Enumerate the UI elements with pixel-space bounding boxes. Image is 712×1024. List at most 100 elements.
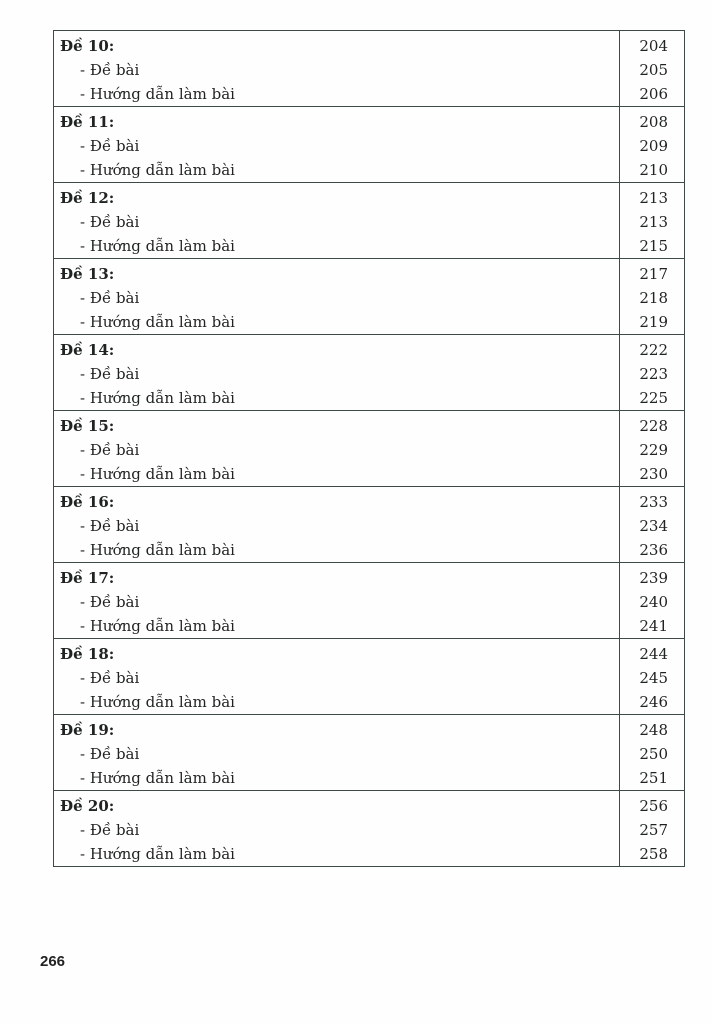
toc-page-number: 233 — [639, 493, 668, 511]
toc-group: Đề 19: - Đề bài - Hướng dẫn làm bài 248 250 2… — [54, 715, 684, 791]
toc-page-number: 234 — [639, 517, 668, 535]
toc-page-number: 222 — [639, 341, 668, 359]
toc-section-title: Đề 12: — [60, 189, 115, 207]
toc-item-label: - Hướng dẫn làm bài — [80, 465, 235, 483]
toc-page-number: 208 — [639, 113, 668, 131]
toc-item-label: - Hướng dẫn làm bài — [80, 541, 235, 559]
toc-item-label: - Hướng dẫn làm bài — [80, 617, 235, 635]
toc-page-number: 256 — [639, 797, 668, 815]
toc-group: Đề 15: - Đề bài - Hướng dẫn làm bài 228 229 2… — [54, 411, 684, 487]
toc-page-number: 219 — [639, 313, 668, 331]
toc-group: Đề 20: - Đề bài - Hướng dẫn làm bài 256 257 2… — [54, 791, 684, 867]
toc-item-label: - Hướng dẫn làm bài — [80, 161, 235, 179]
toc-pages: 256 257 258 — [620, 791, 684, 866]
toc-page-number: 240 — [639, 593, 668, 611]
toc-group: Đề 12: - Đề bài - Hướng dẫn làm bài 213 213 2… — [54, 183, 684, 259]
toc-page-number: 236 — [639, 541, 668, 559]
toc-page-number: 229 — [639, 441, 668, 459]
toc-item-label: - Hướng dẫn làm bài — [80, 693, 235, 711]
toc-page-number: 245 — [639, 669, 668, 687]
toc-group: Đề 18: - Đề bài - Hướng dẫn làm bài 244 245 2… — [54, 639, 684, 715]
toc-page-number: 206 — [639, 85, 668, 103]
toc-pages: 239 240 241 — [620, 563, 684, 638]
toc-titles: Đề 15: - Đề bài - Hướng dẫn làm bài — [54, 411, 620, 486]
toc-page-number: 250 — [639, 745, 668, 763]
toc-item-label: - Đề bài — [80, 365, 140, 383]
toc-titles: Đề 19: - Đề bài - Hướng dẫn làm bài — [54, 715, 620, 790]
toc-page-number: 257 — [639, 821, 668, 839]
toc-titles: Đề 13: - Đề bài - Hướng dẫn làm bài — [54, 259, 620, 334]
toc-page-number: 230 — [639, 465, 668, 483]
toc-page-number: 205 — [639, 61, 668, 79]
toc-item-label: - Đề bài — [80, 593, 140, 611]
toc-item-label: - Đề bài — [80, 669, 140, 687]
toc-item-label: - Hướng dẫn làm bài — [80, 769, 235, 787]
toc-group: Đề 14: - Đề bài - Hướng dẫn làm bài 222 223 2… — [54, 335, 684, 411]
toc-section-title: Đề 13: — [60, 265, 115, 283]
toc-section-title: Đề 10: — [60, 37, 115, 55]
toc-page-number: 228 — [639, 417, 668, 435]
toc-pages: 208 209 210 — [620, 107, 684, 182]
page-number: 266 — [40, 953, 66, 970]
toc-titles: Đề 20: - Đề bài - Hướng dẫn làm bài — [54, 791, 620, 866]
toc-section-title: Đề 14: — [60, 341, 115, 359]
toc-group: Đề 16: - Đề bài - Hướng dẫn làm bài 233 234 2… — [54, 487, 684, 563]
toc-titles: Đề 11: - Đề bài - Hướng dẫn làm bài — [54, 107, 620, 182]
toc-pages: 228 229 230 — [620, 411, 684, 486]
toc-item-label: - Hướng dẫn làm bài — [80, 845, 235, 863]
toc-page-number: 210 — [639, 161, 668, 179]
toc-pages: 213 213 215 — [620, 183, 684, 258]
toc-page-number: 225 — [639, 389, 668, 407]
toc-item-label: - Đề bài — [80, 137, 140, 155]
toc-item-label: - Đề bài — [80, 745, 140, 763]
toc-section-title: Đề 19: — [60, 721, 115, 739]
toc-section-title: Đề 15: — [60, 417, 115, 435]
toc-section-title: Đề 17: — [60, 569, 115, 587]
toc-page-number: 215 — [639, 237, 668, 255]
toc-item-label: - Đề bài — [80, 517, 140, 535]
toc-page-number: 239 — [639, 569, 668, 587]
toc-pages: 222 223 225 — [620, 335, 684, 410]
toc-item-label: - Hướng dẫn làm bài — [80, 313, 235, 331]
toc-pages: 248 250 251 — [620, 715, 684, 790]
toc-page-number: 213 — [639, 213, 668, 231]
toc-titles: Đề 16: - Đề bài - Hướng dẫn làm bài — [54, 487, 620, 562]
toc-group: Đề 10: - Đề bài - Hướng dẫn làm bài 204 205 2… — [54, 31, 684, 107]
toc-page-number: 204 — [639, 37, 668, 55]
toc-item-label: - Đề bài — [80, 289, 140, 307]
toc-titles: Đề 10: - Đề bài - Hướng dẫn làm bài — [54, 31, 620, 106]
toc-item-label: - Đề bài — [80, 213, 140, 231]
toc-section-title: Đề 16: — [60, 493, 115, 511]
toc-page-number: 246 — [639, 693, 668, 711]
toc-titles: Đề 17: - Đề bài - Hướng dẫn làm bài — [54, 563, 620, 638]
toc-item-label: - Đề bài — [80, 441, 140, 459]
toc-pages: 233 234 236 — [620, 487, 684, 562]
toc-section-title: Đề 11: — [60, 113, 115, 131]
toc-page-number: 213 — [639, 189, 668, 207]
toc-pages: 244 245 246 — [620, 639, 684, 714]
toc-page-number: 217 — [639, 265, 668, 283]
toc-titles: Đề 18: - Đề bài - Hướng dẫn làm bài — [54, 639, 620, 714]
toc-page-number: 244 — [639, 645, 668, 663]
toc-item-label: - Hướng dẫn làm bài — [80, 85, 235, 103]
toc-section-title: Đề 20: — [60, 797, 115, 815]
toc-pages: 217 218 219 — [620, 259, 684, 334]
toc-pages: 204 205 206 — [620, 31, 684, 106]
toc-item-label: - Hướng dẫn làm bài — [80, 389, 235, 407]
toc-group: Đề 11: - Đề bài - Hướng dẫn làm bài 208 209 2… — [54, 107, 684, 183]
toc-page-number: 248 — [639, 721, 668, 739]
toc-page-number: 223 — [639, 365, 668, 383]
toc-page-number: 251 — [639, 769, 668, 787]
toc-page-number: 258 — [639, 845, 668, 863]
toc-page-number: 209 — [639, 137, 668, 155]
toc-item-label: - Hướng dẫn làm bài — [80, 237, 235, 255]
toc-titles: Đề 12: - Đề bài - Hướng dẫn làm bài — [54, 183, 620, 258]
toc-group: Đề 13: - Đề bài - Hướng dẫn làm bài 217 218 2… — [54, 259, 684, 335]
table-of-contents: Đề 10: - Đề bài - Hướng dẫn làm bài 204 205 2… — [53, 30, 685, 867]
toc-page-number: 218 — [639, 289, 668, 307]
toc-group: Đề 17: - Đề bài - Hướng dẫn làm bài 239 240 2… — [54, 563, 684, 639]
toc-page-number: 241 — [639, 617, 668, 635]
toc-item-label: - Đề bài — [80, 61, 140, 79]
toc-item-label: - Đề bài — [80, 821, 140, 839]
toc-titles: Đề 14: - Đề bài - Hướng dẫn làm bài — [54, 335, 620, 410]
